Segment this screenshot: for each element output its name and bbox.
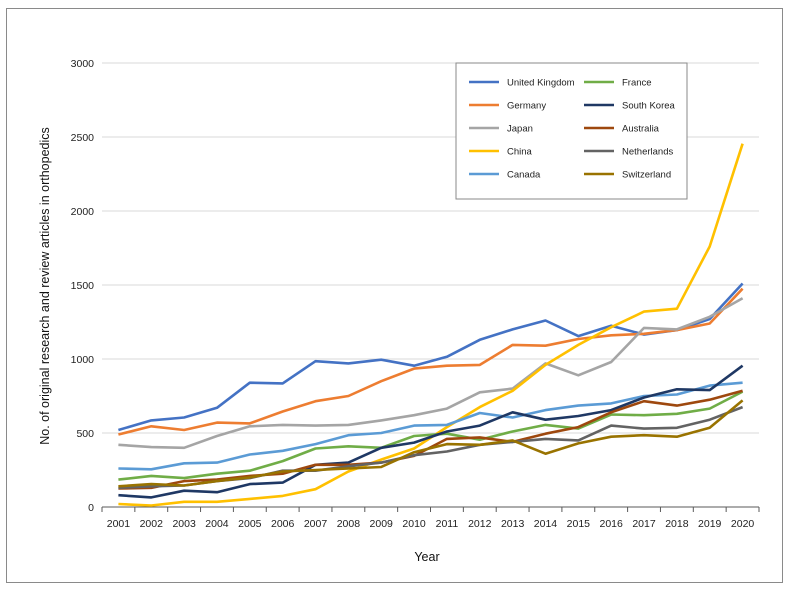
legend-label-france: France	[622, 78, 652, 89]
x-tick-label: 2016	[599, 518, 623, 530]
x-tick-label: 2015	[567, 518, 591, 530]
x-tick-label: 2005	[238, 518, 262, 530]
x-tick-label: 2010	[402, 518, 426, 530]
legend-label-china: China	[507, 147, 533, 158]
gridlines	[102, 62, 759, 434]
line-chart: 0 500 1000 1500 2000 2500 3000 2001 2002 2003 2004…	[38, 58, 760, 564]
series-lines	[118, 143, 744, 507]
series-line-united-kingdom	[118, 282, 744, 432]
y-axis-title: No. of original research and review arti…	[38, 127, 52, 445]
x-tick-label: 2006	[271, 518, 295, 530]
legend-label-australia: Australia	[622, 124, 660, 135]
x-tick-label: 2020	[731, 518, 755, 530]
series-line-south-korea	[118, 364, 744, 499]
series-line-japan	[118, 297, 744, 450]
axes: 0 500 1000 1500 2000 2500 3000 2001 2002 2003 2004…	[71, 58, 760, 530]
x-tick-label: 2008	[337, 518, 361, 530]
x-tick-label: 2009	[370, 518, 394, 530]
chart-figure: 0 500 1000 1500 2000 2500 3000 2001 2002 2003 2004…	[6, 8, 783, 583]
x-tick-label: 2018	[665, 518, 689, 530]
y-tick-label: 3000	[71, 58, 95, 70]
y-tick-label: 1500	[71, 280, 95, 292]
x-tick-label: 2003	[172, 518, 196, 530]
x-tick-label: 2001	[107, 518, 131, 530]
legend-label-germany: Germany	[507, 101, 546, 112]
series-line-canada	[118, 381, 743, 471]
x-tick-label: 2002	[140, 518, 164, 530]
x-tick-label: 2004	[205, 518, 229, 530]
y-tick-label: 500	[76, 428, 94, 440]
y-tick-label: 2000	[71, 206, 95, 218]
legend-label-netherlands: Netherlands	[622, 147, 673, 158]
x-tick-label: 2013	[501, 518, 525, 530]
y-tick-label: 1000	[71, 354, 95, 366]
x-axis-title: Year	[414, 550, 439, 564]
series-line-france	[118, 390, 744, 481]
y-tick-label: 2500	[71, 132, 95, 144]
series-line-switzerland	[118, 399, 744, 488]
x-tick-label: 2019	[698, 518, 722, 530]
x-tick-label: 2007	[304, 518, 328, 530]
legend-label-switzerland: Switzerland	[622, 170, 671, 181]
legend-label-japan: Japan	[507, 124, 533, 135]
legend-label-south-korea: South Korea	[622, 101, 676, 112]
x-tick-label: 2014	[534, 518, 558, 530]
legend-label-canada: Canada	[507, 170, 541, 181]
x-tick-label: 2012	[468, 518, 492, 530]
legend: United Kingdom Germany Japan China Canada Fra…	[455, 62, 688, 200]
x-tick-label: 2011	[436, 518, 459, 530]
legend-box	[455, 62, 688, 200]
legend-label-united-kingdom: United Kingdom	[507, 78, 575, 89]
x-tick-label: 2017	[632, 518, 656, 530]
y-tick-label: 0	[88, 502, 94, 514]
